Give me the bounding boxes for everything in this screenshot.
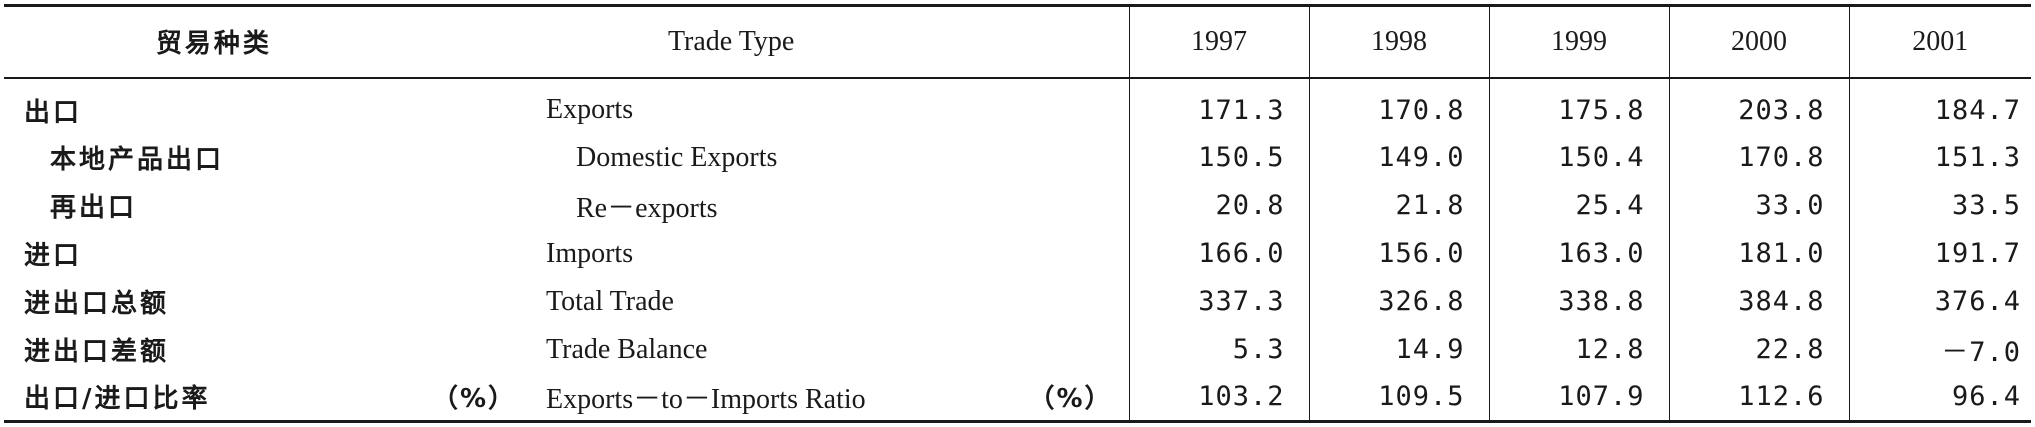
value-cell-1997: 171.3 xyxy=(1129,77,1310,134)
header-row: 贸易种类 Trade Type 1997 1998 1999 2000 2001 xyxy=(4,4,2031,79)
header-year-2000: 2000 xyxy=(1669,4,1850,79)
row-cn-cell: 本地产品出口 xyxy=(4,134,534,182)
value-cell-2001: －7.0 xyxy=(1941,337,2021,368)
row-en-label: Total Trade xyxy=(546,285,674,317)
table-row: 进出口总额 Total Trade 337.3 326.8 338.8 384.8 376.… xyxy=(4,277,2031,326)
row-en-unit: （%） xyxy=(1028,384,1113,415)
table-row: 本地产品出口 Domestic Exports 150.5 149.0 150.4 170… xyxy=(4,133,2031,182)
header-cn-label: 贸易种类 xyxy=(155,29,272,60)
value-cell-1998: 170.8 xyxy=(1309,77,1490,134)
value-cell-2000: 170.8 xyxy=(1669,133,1850,182)
row-en-cell: Trade Balance xyxy=(534,325,1130,374)
value-cell-1998: 149.0 xyxy=(1309,133,1490,182)
header-year-1999: 1999 xyxy=(1489,4,1670,79)
value-cell-1997: 166.0 xyxy=(1129,229,1310,278)
table-row: 进口 Imports 166.0 156.0 163.0 181.0 191.7 xyxy=(4,229,2031,278)
row-cn-label: 进出口总额 xyxy=(24,289,170,319)
row-cn-label: 出口 xyxy=(24,97,83,128)
value-cell-2000: 33.0 xyxy=(1669,181,1850,230)
row-cn-cell: 出口/进口比率 （%） xyxy=(4,373,534,423)
row-en-cell: Total Trade xyxy=(534,277,1130,326)
value-cell-1998: 21.8 xyxy=(1309,181,1490,230)
value-cell-2001: 184.7 xyxy=(1934,94,2021,126)
value-cell-2001: 33.5 xyxy=(1951,190,2021,221)
value-cell-1998: 14.9 xyxy=(1309,325,1490,374)
value-cell-2001: 151.3 xyxy=(1934,142,2021,173)
row-cn-cell: 进出口差额 xyxy=(4,326,534,374)
value-cell-1998: 156.0 xyxy=(1309,229,1490,278)
header-year-1998: 1998 xyxy=(1309,4,1490,79)
header-year-1997: 1997 xyxy=(1129,4,1310,79)
value-cell-1999: 338.8 xyxy=(1489,277,1670,326)
row-cn-cell: 出口 xyxy=(4,78,534,134)
table-body: 出口 Exports 171.3 170.8 175.8 203.8 184.7 本地产品出口… xyxy=(4,77,2031,423)
row-en-label: Trade Balance xyxy=(546,333,708,365)
row-en-cell: Domestic Exports xyxy=(534,133,1130,182)
value-cell-1999: 163.0 xyxy=(1489,229,1670,278)
row-en-cell: Exports xyxy=(534,77,1130,134)
value-cell-1997: 103.2 xyxy=(1129,373,1310,423)
row-cn-label: 再出口 xyxy=(50,193,138,223)
value-cell-1997: 5.3 xyxy=(1129,325,1310,374)
row-en-label: Exports xyxy=(546,94,634,125)
table-row: 再出口 Re－exports 20.8 21.8 25.4 33.0 33.5 xyxy=(4,181,2031,230)
value-cell-1998: 326.8 xyxy=(1309,277,1490,326)
value-cell-1999: 12.8 xyxy=(1489,325,1670,374)
row-cn-label: 进口 xyxy=(24,241,83,271)
value-cell-2000: 22.8 xyxy=(1669,325,1850,374)
value-cell-2001: 191.7 xyxy=(1934,238,2021,269)
row-cn-label: 进出口差额 xyxy=(24,337,170,367)
row-en-label: Imports xyxy=(546,237,634,269)
value-cell-2000: 384.8 xyxy=(1669,277,1850,326)
row-en-cell: Re－exports xyxy=(534,181,1130,230)
value-cell-1999: 107.9 xyxy=(1489,373,1670,423)
table-row: 出口 Exports 171.3 170.8 175.8 203.8 184.7 xyxy=(4,77,2031,134)
row-cn-label: 出口/进口比率 xyxy=(24,384,211,415)
trade-table: 贸易种类 Trade Type 1997 1998 1999 2000 2001… xyxy=(4,4,2031,423)
header-trade-type: 贸易种类 Trade Type xyxy=(4,4,1130,79)
value-cell-2001: 376.4 xyxy=(1934,286,2021,317)
value-cell-1997: 150.5 xyxy=(1129,133,1310,182)
table-row: 进出口差额 Trade Balance 5.3 14.9 12.8 22.8 －7.0 xyxy=(4,325,2031,374)
value-cell-2000: 203.8 xyxy=(1669,77,1850,134)
value-cell-1999: 150.4 xyxy=(1489,133,1670,182)
value-cell-1999: 25.4 xyxy=(1489,181,1670,230)
row-en-cell: Exports－to－Imports Ratio （%） xyxy=(534,373,1130,423)
row-cn-cell: 进出口总额 xyxy=(4,278,534,326)
row-en-label: Exports－to－Imports Ratio xyxy=(546,383,866,415)
value-cell-1998: 109.5 xyxy=(1309,373,1490,423)
row-en-label: Domestic Exports xyxy=(576,141,778,173)
header-year-2001: 2001 xyxy=(1849,4,2031,79)
value-cell-1997: 20.8 xyxy=(1129,181,1310,230)
value-cell-2001: 96.4 xyxy=(1849,373,2031,423)
value-cell-2000: 181.0 xyxy=(1669,229,1850,278)
header-en-label: Trade Type xyxy=(667,25,795,57)
row-en-cell: Imports xyxy=(534,229,1130,278)
row-cn-unit: （%） xyxy=(431,384,516,415)
row-cn-cell: 进口 xyxy=(4,230,534,278)
value-cell-2000: 112.6 xyxy=(1669,373,1850,423)
row-en-label: Re－exports xyxy=(576,192,718,224)
value-cell-1997: 337.3 xyxy=(1129,277,1310,326)
row-cn-label: 本地产品出口 xyxy=(50,145,225,175)
row-cn-cell: 再出口 xyxy=(4,182,534,230)
table-row: 出口/进口比率 （%） Exports－to－Imports Ratio （%） 103… xyxy=(4,373,2031,423)
value-cell-1999: 175.8 xyxy=(1489,77,1670,134)
